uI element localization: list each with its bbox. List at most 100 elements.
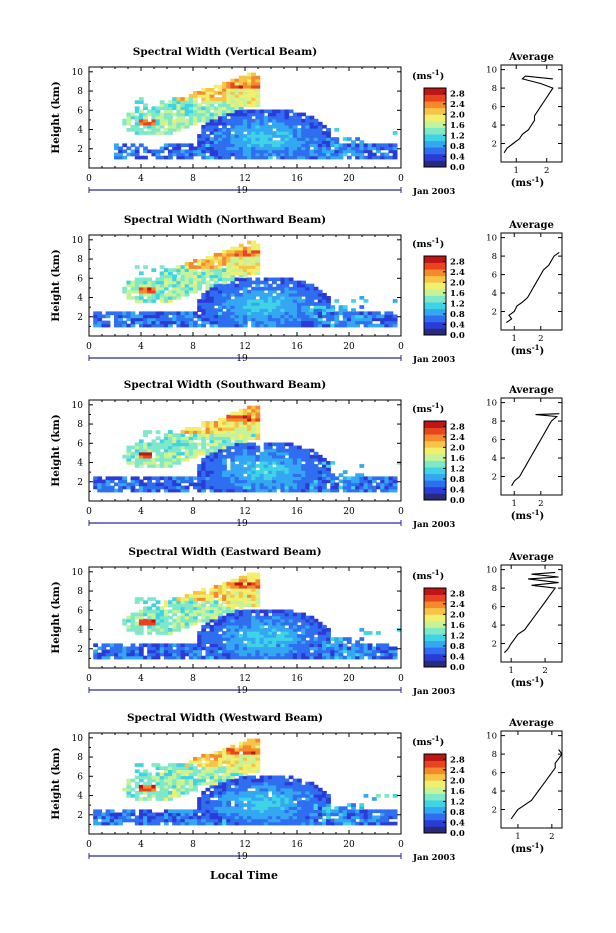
heatmap-cell	[197, 259, 202, 263]
heatmap-cell	[139, 480, 144, 484]
heatmap-cell	[368, 311, 373, 315]
heatmap-cell	[185, 763, 190, 767]
heatmap-cell	[185, 476, 190, 480]
heatmap-cell	[305, 284, 310, 288]
heatmap-cell	[289, 610, 294, 614]
heatmap-cell	[376, 143, 381, 147]
heatmap-cell	[230, 443, 235, 447]
profile-y-tick-label: 8	[492, 252, 497, 262]
colorbar-segment	[424, 447, 446, 454]
heatmap-cell	[201, 125, 206, 129]
profile-x-label-exponent: -1	[532, 343, 540, 352]
heatmap-cell	[389, 476, 394, 480]
heatmap-cell	[206, 421, 211, 425]
y-tick-label: 2	[77, 478, 83, 488]
x-tick-label: 12	[239, 674, 250, 684]
heatmap-cell	[301, 299, 306, 303]
heatmap-cell	[235, 748, 240, 752]
heatmap-cell	[176, 597, 181, 601]
colorbar-segment	[424, 302, 446, 309]
heatmap-cell	[372, 476, 377, 480]
heatmap-cell	[102, 480, 107, 484]
heatmap-cell	[151, 106, 156, 110]
heatmap-cell	[156, 311, 161, 315]
heatmap-cell	[210, 284, 215, 288]
heatmap-cell	[143, 769, 148, 773]
heatmap-cell	[181, 476, 186, 480]
heatmap-cell	[343, 637, 348, 641]
heatmap-cell	[289, 116, 294, 120]
heatmap-cell	[210, 754, 215, 758]
heatmap-cell	[176, 809, 181, 813]
heatmap-cell	[156, 436, 161, 440]
heatmap-cell	[93, 650, 98, 654]
heatmap-cell	[172, 311, 177, 315]
heatmap-cell	[239, 634, 244, 638]
heatmap-cell	[272, 467, 277, 471]
heatmap-cell	[201, 259, 206, 263]
heatmap-cell	[334, 128, 339, 132]
heatmap-cell	[255, 278, 260, 282]
heatmap-cell	[143, 278, 148, 282]
heatmap-cell	[210, 791, 215, 795]
colorbar-tick-label: 2.8	[450, 422, 465, 432]
heatmap-cell	[260, 452, 265, 456]
heatmap-cell	[235, 247, 240, 251]
heatmap-cell	[251, 573, 256, 577]
heatmap-cell	[172, 619, 177, 623]
heatmap-cell	[235, 610, 240, 614]
colorbar-segment	[424, 641, 446, 648]
heatmap-cell	[355, 137, 360, 141]
heatmap-cell	[197, 315, 202, 319]
colorbar-segment	[424, 114, 446, 121]
x-tick-label: 16	[291, 342, 303, 352]
heatmap-cell	[143, 619, 148, 623]
heatmap-cell	[222, 748, 227, 752]
heatmap-cell	[230, 452, 235, 456]
heatmap-cell	[193, 443, 198, 447]
heatmap-cell	[201, 430, 206, 434]
colorbar-unit-exponent: -1	[432, 68, 440, 77]
heatmap-cell	[135, 613, 140, 617]
panel-3: Spectral Width (Southward Beam)246810Hei…	[50, 379, 562, 530]
heatmap-cell	[176, 433, 181, 437]
heatmap-cell	[218, 751, 223, 755]
heatmap-cell	[131, 143, 136, 147]
heatmap-cell	[218, 776, 223, 780]
profile-y-tick-label: 10	[486, 66, 497, 76]
colorbar-unit-exponent: -1	[432, 236, 440, 245]
heatmap-cell	[160, 271, 165, 275]
heatmap-cell	[206, 782, 211, 786]
heatmap-cell	[143, 782, 148, 786]
heatmap-cell	[168, 100, 173, 104]
heatmap-cell	[235, 284, 240, 288]
colorbar-unit-exponent: -1	[432, 401, 440, 410]
heatmap-cell	[301, 464, 306, 468]
heatmap-cell	[151, 476, 156, 480]
heatmap-cell	[376, 631, 381, 635]
colorbar-unit-close: )	[440, 571, 445, 582]
heatmap-cell	[110, 311, 115, 315]
heatmap-cell	[230, 788, 235, 792]
heatmap-cell	[143, 430, 148, 434]
heatmap-cell	[181, 597, 186, 601]
heatmap-cell	[160, 606, 165, 610]
heatmap-cell	[193, 147, 198, 151]
heatmap-cell	[318, 455, 323, 459]
heatmap-cell	[135, 791, 140, 795]
x-tick-label: 4	[138, 174, 144, 184]
heatmap-cell	[355, 311, 360, 315]
heatmap-cell	[126, 625, 131, 629]
heatmap-cell	[314, 619, 319, 623]
profile-y-tick-label: 4	[492, 289, 497, 299]
heatmap-cell	[330, 473, 335, 477]
heatmap-cell	[189, 476, 194, 480]
heatmap-cell	[156, 606, 161, 610]
heatmap-cell	[251, 73, 256, 77]
heatmap-cell	[193, 809, 198, 813]
heatmap-cell	[368, 143, 373, 147]
heatmap-cell	[122, 809, 127, 813]
heatmap-cell	[214, 97, 219, 101]
heatmap-cell	[255, 470, 260, 474]
colorbar-tick-label: 0.8	[450, 642, 465, 652]
